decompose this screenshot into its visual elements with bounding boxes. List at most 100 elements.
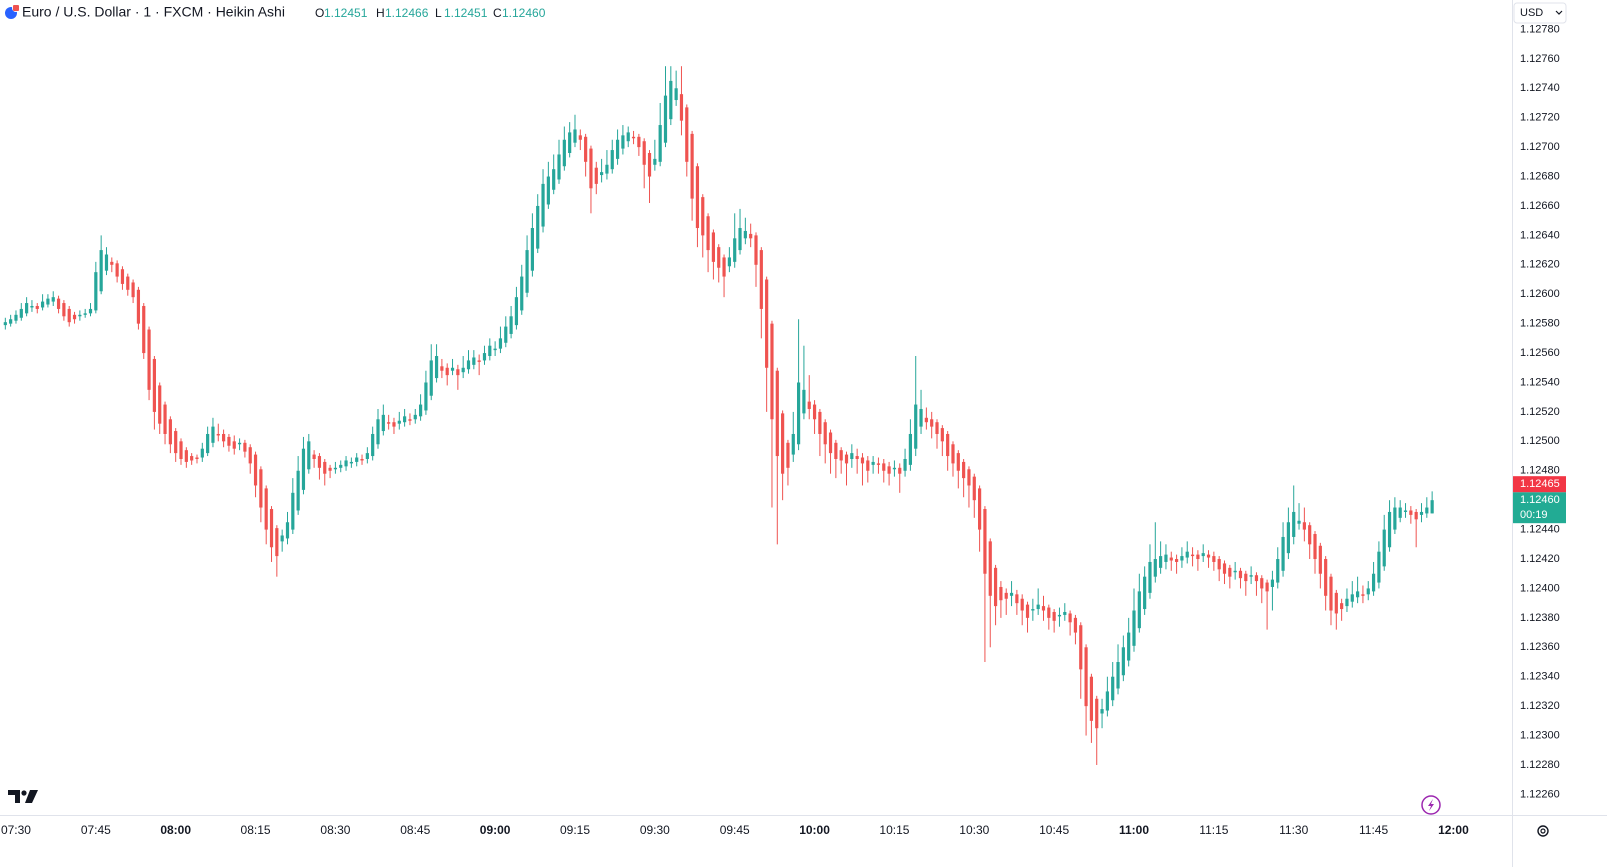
candle-body bbox=[1324, 559, 1328, 596]
last-price-label: 1.12460 bbox=[1520, 494, 1560, 506]
candle-body bbox=[211, 426, 215, 443]
candle-body bbox=[631, 136, 636, 139]
candle-body bbox=[967, 469, 971, 486]
candle-body bbox=[120, 269, 125, 284]
candle-body bbox=[253, 454, 258, 486]
candle-body bbox=[1403, 510, 1408, 512]
candle-body bbox=[51, 297, 55, 302]
price-marker bbox=[1513, 476, 1566, 493]
candle-body bbox=[1238, 570, 1243, 579]
candle-body bbox=[237, 442, 242, 445]
candle-body bbox=[291, 492, 295, 530]
candle-body bbox=[1233, 570, 1237, 573]
candle-body bbox=[25, 303, 29, 314]
candle-body bbox=[653, 158, 657, 165]
candle-body bbox=[46, 298, 50, 305]
candle-body bbox=[371, 433, 375, 457]
candle-body bbox=[562, 139, 566, 167]
candle-body bbox=[679, 94, 684, 121]
candle-body bbox=[1260, 578, 1264, 589]
candle-body bbox=[280, 535, 284, 542]
candle-body bbox=[642, 141, 646, 165]
candle-body bbox=[1308, 525, 1312, 545]
y-tick-label: 1.12780 bbox=[1520, 23, 1560, 35]
candle-body bbox=[1345, 598, 1349, 607]
candle-body bbox=[62, 303, 66, 317]
candle-body bbox=[1350, 594, 1354, 602]
candle-body bbox=[19, 308, 23, 318]
candle-body bbox=[312, 454, 316, 459]
y-tick-label: 1.12380 bbox=[1520, 612, 1560, 624]
candle-body bbox=[147, 329, 151, 390]
candle-body bbox=[413, 414, 417, 420]
currency-dropdown[interactable]: USD bbox=[1513, 2, 1567, 24]
candle-body bbox=[174, 431, 178, 454]
candle-body bbox=[509, 316, 513, 334]
candle-body bbox=[860, 457, 865, 464]
time-axis: 07:30 07:45 08:00 08:15 08:30 08:45 09:00 09:15… bbox=[1, 823, 1469, 837]
candle-body bbox=[855, 456, 859, 459]
candle-body bbox=[1121, 647, 1125, 676]
candle-body bbox=[243, 442, 247, 452]
candle-body bbox=[168, 419, 172, 445]
currency-label[interactable]: USD bbox=[1520, 7, 1543, 19]
candle-body bbox=[365, 453, 369, 459]
candle-body bbox=[488, 345, 492, 357]
candle-body bbox=[887, 466, 891, 474]
last-price-marker bbox=[1513, 492, 1566, 524]
candle-body bbox=[126, 276, 130, 290]
candle-body bbox=[1286, 522, 1290, 554]
candle-body bbox=[594, 167, 598, 184]
candle-body bbox=[978, 488, 982, 530]
candle-body bbox=[136, 289, 141, 324]
candle-body bbox=[951, 444, 955, 464]
candle-body bbox=[812, 404, 817, 420]
candle-body bbox=[142, 305, 146, 354]
candle-body bbox=[802, 389, 806, 414]
candle-body bbox=[1063, 611, 1067, 615]
candle-body bbox=[498, 338, 503, 349]
settings-button[interactable] bbox=[1537, 825, 1549, 837]
candle-body bbox=[1393, 507, 1397, 530]
candle-body bbox=[600, 172, 604, 176]
x-tick-label: 07:45 bbox=[81, 823, 111, 837]
candle-body bbox=[344, 460, 348, 467]
candle-body bbox=[711, 232, 716, 262]
x-tick-label: 11:30 bbox=[1279, 823, 1308, 837]
candle-body bbox=[1356, 591, 1360, 598]
x-tick-label: 09:00 bbox=[480, 823, 511, 837]
candle-body bbox=[99, 250, 103, 292]
ohlc-value: 1.12460 bbox=[502, 6, 546, 20]
x-tick-label: 11:45 bbox=[1359, 823, 1388, 837]
candle-body bbox=[722, 257, 726, 277]
candle-body bbox=[1297, 520, 1301, 524]
candle-body bbox=[1377, 551, 1381, 583]
lightning-button[interactable] bbox=[1421, 795, 1441, 815]
y-tick-label: 1.12580 bbox=[1520, 318, 1560, 330]
tradingview-logo[interactable] bbox=[8, 790, 38, 803]
candle-body bbox=[1105, 691, 1109, 711]
x-tick-label: 08:45 bbox=[400, 823, 430, 837]
candle-body bbox=[1164, 554, 1168, 562]
candle-body bbox=[919, 408, 923, 427]
candle-body bbox=[381, 414, 385, 432]
candle-body bbox=[834, 442, 838, 459]
candle-body bbox=[301, 448, 306, 490]
candle-body bbox=[222, 433, 226, 442]
candle-body bbox=[914, 404, 918, 449]
candle-body bbox=[1366, 588, 1370, 595]
candle-body bbox=[14, 314, 18, 321]
x-tick-label: 07:30 bbox=[1, 823, 31, 837]
ohlc-key: C bbox=[493, 6, 502, 20]
candle-body bbox=[206, 433, 210, 454]
candle-body bbox=[445, 367, 449, 376]
candle-body bbox=[759, 250, 763, 309]
candle-body bbox=[584, 136, 588, 162]
candle-body bbox=[403, 416, 407, 423]
candle-body bbox=[706, 216, 710, 251]
candle-body bbox=[429, 360, 433, 396]
candle-body bbox=[184, 450, 188, 462]
candle-body bbox=[1398, 507, 1402, 518]
